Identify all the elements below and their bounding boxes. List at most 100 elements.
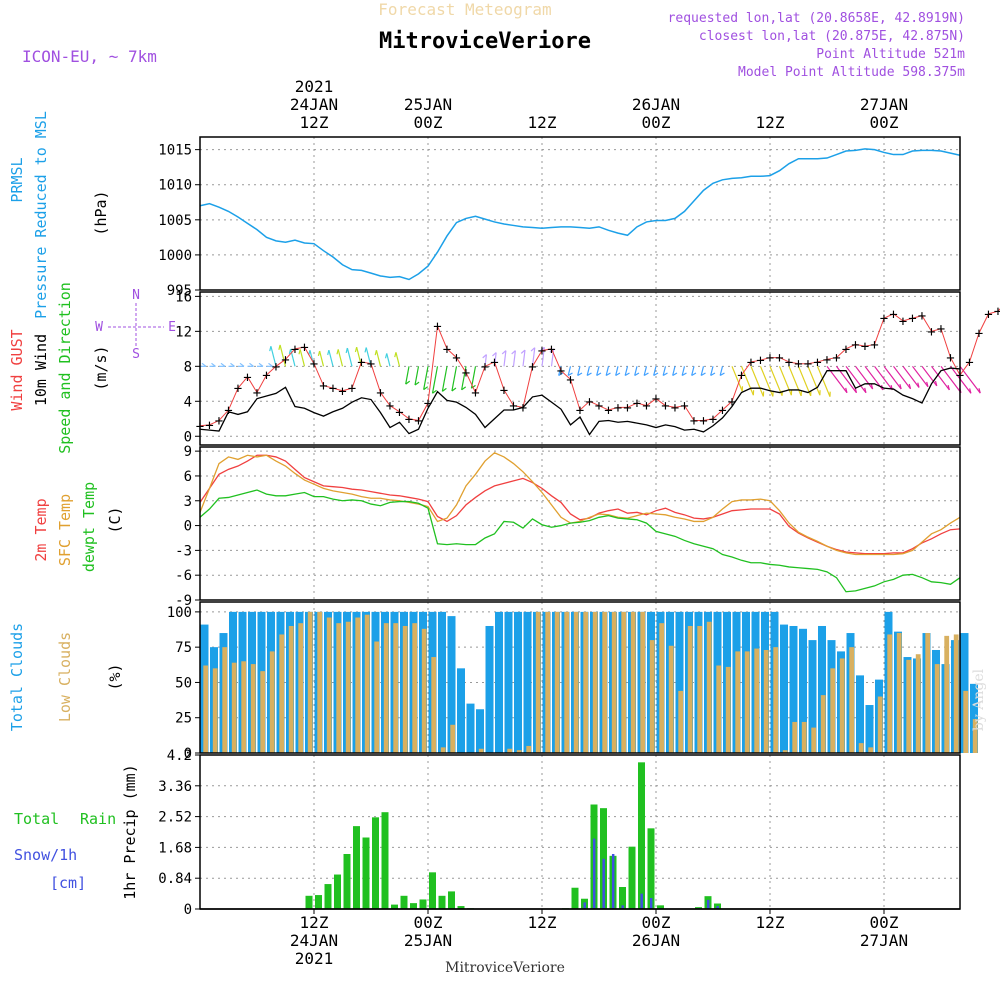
wind-gust-marker: + <box>889 307 897 323</box>
low-clouds-label: Low Clouds <box>56 632 74 722</box>
low-clouds-bar <box>317 611 323 753</box>
point-altitude: Point Altitude 521m <box>816 47 965 62</box>
wind-gust-marker: + <box>899 314 907 330</box>
wind-arrow <box>759 366 774 397</box>
wind-gust-marker: + <box>747 355 755 371</box>
panel-border <box>199 754 961 910</box>
wind-arrow-head <box>908 383 912 389</box>
wind-gust-marker: + <box>908 311 916 327</box>
y-tick-label: 1015 <box>158 143 192 159</box>
precip-snow-bar <box>706 899 710 909</box>
wind-gust-marker: + <box>538 344 546 360</box>
wind-arrow <box>375 350 382 367</box>
total-clouds-bar <box>789 625 798 753</box>
wind-arrow-head <box>624 372 630 377</box>
compass-w-label: W <box>95 320 103 335</box>
precip-total-bar <box>410 903 417 909</box>
low-clouds-bar <box>583 611 589 753</box>
low-clouds-bar <box>640 611 646 753</box>
low-clouds-bar <box>611 611 617 753</box>
total-clouds-bar <box>457 668 465 753</box>
precip-rain-label: Rain <box>80 810 116 828</box>
low-clouds-bar <box>535 611 541 753</box>
wind-gust-marker: + <box>984 307 992 323</box>
y-tick-label: 100 <box>167 605 192 621</box>
wind-arrow-head <box>345 347 348 354</box>
wind-gust-marker: + <box>718 403 726 419</box>
low-clouds-bar <box>393 623 399 753</box>
wind-arrow <box>700 366 705 376</box>
wind-arrow <box>672 366 676 376</box>
low-clouds-bar <box>203 665 209 753</box>
wind-arrow <box>461 366 467 390</box>
wind-gust-marker: + <box>557 364 565 380</box>
wind-arrow <box>577 366 581 376</box>
bottom-axis-line2: 25JAN <box>404 931 452 950</box>
wind-arrow-head <box>511 350 516 355</box>
wind-gust-marker: + <box>319 379 327 395</box>
wind-speed-dir-label: Speed and Direction <box>56 282 74 454</box>
wind-gust-marker: + <box>291 342 299 358</box>
wind-arrow <box>512 350 517 367</box>
wind-arrow-head <box>596 372 602 377</box>
wind-arrow-head <box>201 362 207 367</box>
precip-total-bar <box>438 895 446 909</box>
bottom-axis-line1: 00Z <box>414 913 443 932</box>
temp-unit-label: (C) <box>106 506 124 533</box>
wind-arrow <box>816 366 831 397</box>
wind-arrow <box>769 366 783 396</box>
clouds-unit-label: (%) <box>106 663 124 690</box>
wind-arrow-head <box>354 347 358 353</box>
precip-snow-unit-label: [cm] <box>50 874 86 892</box>
wind-arrow <box>807 366 821 396</box>
wind-arrow <box>531 347 536 367</box>
wind-gust-marker: + <box>528 359 536 375</box>
wind-gust-marker: + <box>547 342 555 358</box>
wind-gust-marker: + <box>595 399 603 415</box>
bottom-axis-line2: 26JAN <box>632 931 680 950</box>
wind-arrow-head <box>374 350 378 356</box>
low-clouds-bar <box>915 654 921 753</box>
low-clouds-bar <box>516 750 522 753</box>
low-clouds-bar <box>374 641 380 753</box>
wind-arrow <box>643 366 648 376</box>
forecast-title: Forecast Meteogram <box>378 0 551 19</box>
top-axis-line3: 12Z <box>528 113 557 132</box>
low-clouds-bar <box>811 727 817 753</box>
wind-arrow-head <box>978 388 981 394</box>
top-axis-line2: 26JAN <box>632 95 680 114</box>
low-clouds-bar <box>440 747 446 753</box>
low-clouds-bar <box>659 623 665 753</box>
wind-gust-marker: + <box>804 357 812 373</box>
total-clouds-bar <box>476 709 484 753</box>
wind-gust-marker: + <box>699 414 707 430</box>
wind-gust-marker: + <box>756 353 764 369</box>
wind-gust-marker: + <box>310 357 318 373</box>
wind-arrow <box>279 344 287 367</box>
compass-n-label: N <box>132 288 140 303</box>
wind-arrow-head <box>530 347 536 352</box>
wind-gust-marker: + <box>338 384 346 400</box>
wind-arrow <box>731 366 743 392</box>
y-tick-label: 0 <box>184 429 192 445</box>
wind-arrow-head <box>643 372 649 377</box>
wind-gust-marker: + <box>671 400 679 416</box>
y-tick-label: 3 <box>184 494 192 510</box>
wind-arrow-head <box>269 346 272 352</box>
precip-snow-bar <box>640 893 643 909</box>
location-title: MitroviceVeriore <box>379 29 591 54</box>
y-tick-label: 16 <box>175 289 192 305</box>
wind-arrow-head <box>672 372 678 377</box>
wind-arrow-head <box>577 372 583 377</box>
low-clouds-bar <box>250 664 256 753</box>
low-clouds-bar <box>336 623 342 753</box>
wind-arrow-head <box>239 362 245 367</box>
y-tick-label: 1010 <box>158 178 192 194</box>
y-tick-label: 1000 <box>158 248 192 264</box>
wind-gust-marker: + <box>566 372 574 388</box>
total-clouds-bar <box>514 611 522 753</box>
precip-snow-bar <box>649 898 653 909</box>
wind-arrow <box>719 366 724 376</box>
low-clouds-bar <box>649 640 655 753</box>
compass-s-label: S <box>132 347 140 362</box>
